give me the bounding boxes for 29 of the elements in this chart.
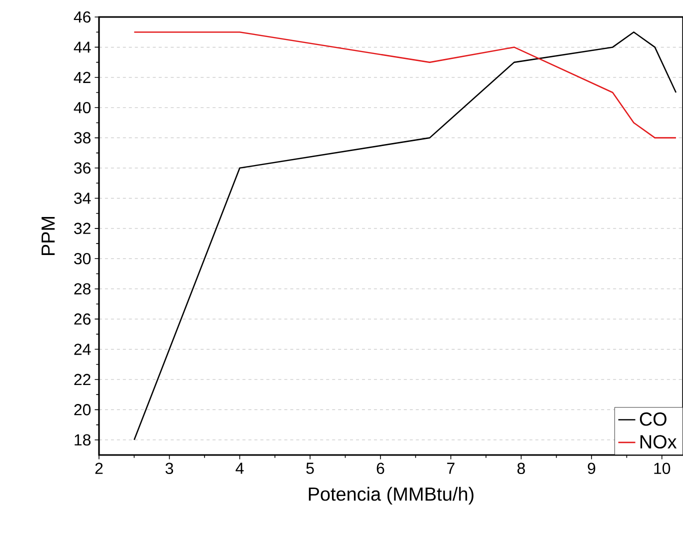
- x-tick-label: 2: [95, 462, 103, 474]
- x-tick-label: 3: [166, 462, 174, 474]
- x-tick-label: 9: [588, 462, 596, 474]
- y-tick-label: 36: [74, 162, 91, 174]
- y-tick-label: 32: [74, 222, 90, 234]
- y-tick-label: 40: [74, 102, 91, 114]
- y-tick-label: 34: [74, 192, 91, 204]
- y-tick-label: 20: [74, 404, 91, 416]
- y-tick-label: 26: [74, 313, 91, 325]
- x-tick-label: 7: [447, 462, 454, 474]
- y-tick-label: 38: [74, 132, 91, 144]
- y-tick-label: 44: [74, 42, 91, 53]
- x-tick-label: 5: [306, 462, 314, 474]
- y-tick-label: 22: [74, 374, 90, 386]
- y-tick-label: 28: [74, 283, 91, 295]
- x-tick-label: 6: [376, 462, 384, 474]
- x-tick-label: 10: [654, 462, 670, 474]
- y-tick-label: 42: [74, 72, 90, 83]
- y-tick-label: 24: [74, 344, 91, 355]
- y-tick-label: 18: [74, 434, 91, 446]
- y-axis-title: PPM: [42, 217, 55, 255]
- x-tick-label: 8: [517, 462, 525, 474]
- x-axis-title: Potencia (MMBtu/h): [308, 486, 474, 505]
- line-series: [134, 31, 677, 138]
- legend-label: NOx: [640, 435, 677, 448]
- legend-label: CO: [640, 412, 666, 426]
- y-tick-label: 46: [74, 11, 91, 23]
- x-tick-label: 4: [236, 462, 244, 474]
- y-tick-label: 30: [74, 253, 91, 264]
